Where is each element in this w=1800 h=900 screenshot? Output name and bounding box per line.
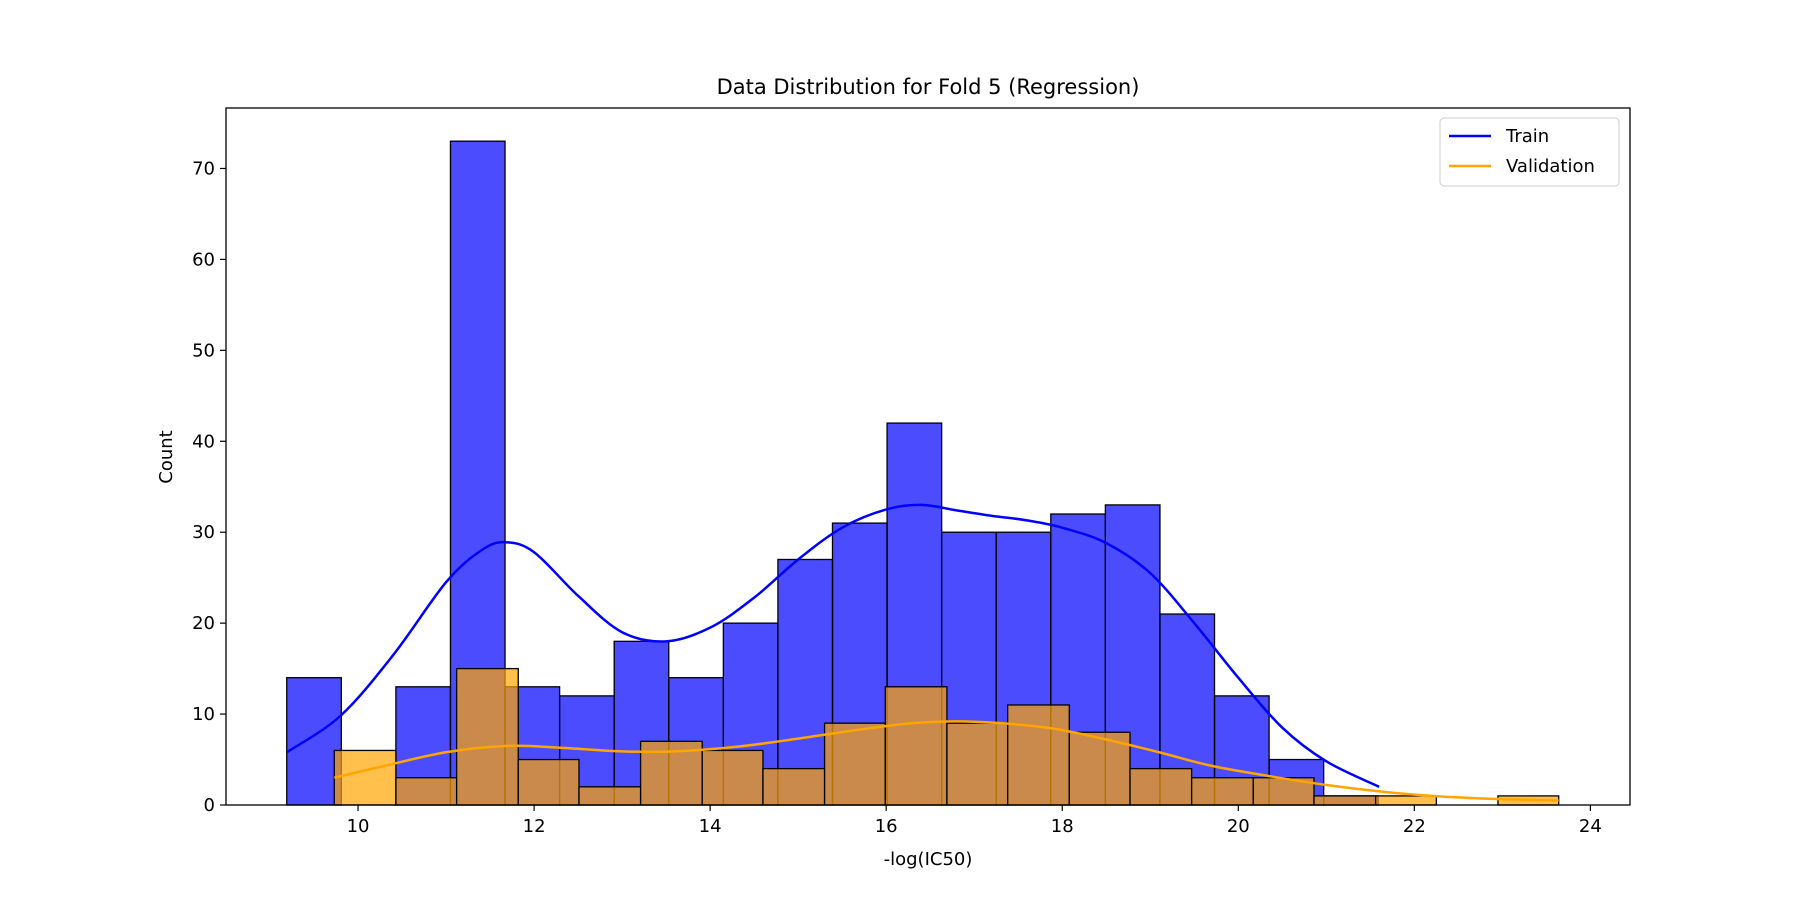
bars-layer bbox=[286, 140, 1560, 806]
y-axis-label: Count bbox=[156, 430, 177, 483]
y-tick-label: 50 bbox=[192, 340, 215, 361]
validation-bar bbox=[455, 667, 519, 806]
validation-bar bbox=[517, 758, 580, 806]
validation-bar bbox=[1129, 767, 1193, 806]
validation-bar bbox=[701, 749, 764, 806]
y-tick-label: 40 bbox=[192, 431, 215, 452]
validation-bar bbox=[1374, 795, 1437, 806]
y-tick-label: 60 bbox=[192, 249, 215, 270]
x-tick-label: 18 bbox=[1051, 816, 1074, 837]
x-tick-label: 12 bbox=[523, 816, 546, 837]
legend-train-label: Train bbox=[1505, 126, 1549, 147]
train-bar bbox=[286, 677, 342, 806]
validation-bar bbox=[395, 777, 458, 806]
validation-bar bbox=[333, 749, 397, 806]
x-tick-label: 16 bbox=[875, 816, 898, 837]
train-kde-line bbox=[286, 503, 1380, 788]
x-tick-label: 10 bbox=[347, 816, 370, 837]
validation-kde-line bbox=[333, 720, 1559, 802]
validation-bar bbox=[1068, 731, 1131, 806]
validation-bar bbox=[1007, 704, 1070, 806]
chart-title: Data Distribution for Fold 5 (Regression… bbox=[717, 75, 1140, 99]
y-tick-label: 0 bbox=[204, 795, 215, 816]
x-axis-ticks: 10 12 14 16 18 20 22 24 bbox=[347, 805, 1602, 837]
legend: Train Validation bbox=[1439, 117, 1620, 187]
y-tick-label: 70 bbox=[192, 158, 215, 179]
plot-frame bbox=[225, 107, 1631, 806]
y-tick-label: 30 bbox=[192, 522, 215, 543]
y-tick-label: 10 bbox=[192, 704, 215, 725]
validation-bar bbox=[578, 786, 642, 806]
x-tick-label: 14 bbox=[699, 816, 722, 837]
x-tick-label: 24 bbox=[1579, 816, 1602, 837]
validation-bar bbox=[1190, 777, 1254, 806]
validation-bar bbox=[823, 722, 886, 806]
validation-bar bbox=[762, 767, 826, 806]
validation-bar bbox=[884, 686, 948, 806]
validation-bar bbox=[1313, 795, 1377, 806]
x-axis-label: -log(IC50) bbox=[884, 849, 973, 870]
kde-layer bbox=[286, 503, 1559, 802]
legend-validation-label: Validation bbox=[1506, 156, 1595, 177]
y-axis-ticks: 0 10 20 30 40 50 60 70 bbox=[192, 158, 226, 816]
x-tick-label: 22 bbox=[1403, 816, 1426, 837]
train-bar bbox=[777, 558, 834, 806]
y-tick-label: 20 bbox=[192, 613, 215, 634]
x-tick-label: 20 bbox=[1227, 816, 1250, 837]
validation-bar bbox=[946, 722, 1009, 806]
